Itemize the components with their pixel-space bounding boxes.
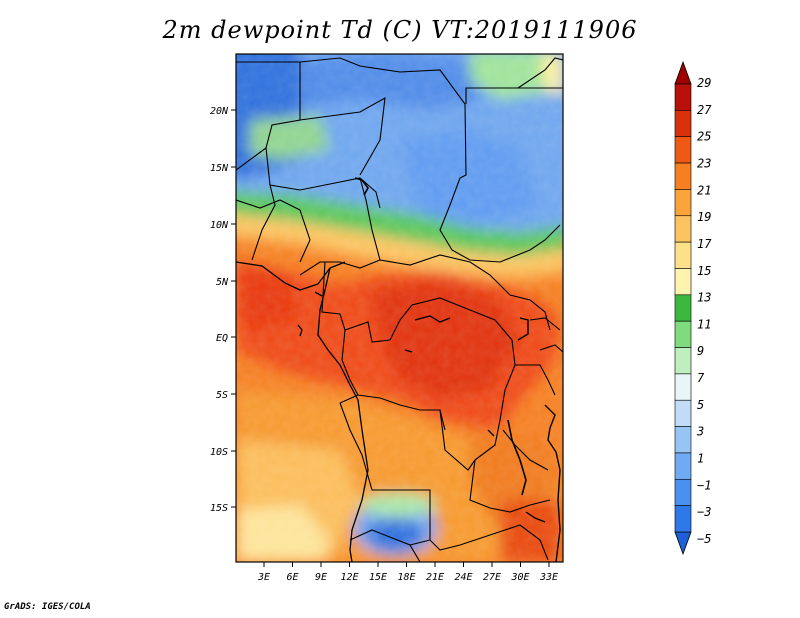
colorbar-label: 7 xyxy=(697,371,705,385)
colorbar-label: 29 xyxy=(697,76,711,90)
colorbar-box xyxy=(674,241,692,269)
lon-label: 33E xyxy=(539,572,558,583)
colorbar-box xyxy=(674,162,692,190)
lat-label: EQ xyxy=(216,333,228,344)
map-frame xyxy=(235,53,564,563)
lon-label: 24E xyxy=(454,572,472,583)
colorbar-label: 25 xyxy=(697,130,711,144)
lat-label: 5S xyxy=(216,390,228,401)
colorbar-box xyxy=(674,215,692,243)
colorbar-box xyxy=(674,373,692,401)
lon-label: 15E xyxy=(369,572,387,583)
colorbar-label: 15 xyxy=(697,264,711,278)
map-title: 2m dewpoint Td (C) VT:2019111906 xyxy=(162,16,638,44)
colorbar-box xyxy=(674,347,692,375)
lat-label: 15N xyxy=(210,163,229,174)
map-axes: 20N 15N 10N 5N EQ 5S 10S 15S 3E 6E 9E 12E 15E 18E 21E 2… xyxy=(210,106,558,583)
lon-label: 9E xyxy=(315,572,327,583)
colorbar-box xyxy=(674,320,692,348)
colorbar-label: 21 xyxy=(697,183,711,197)
colorbar-label: −3 xyxy=(697,505,711,519)
footer-credit: GrADS: IGES/COLA xyxy=(4,602,91,612)
lon-label: 27E xyxy=(483,572,501,583)
colorbar-label: 19 xyxy=(697,210,711,224)
lat-label: 10S xyxy=(210,447,228,458)
lon-label: 3E xyxy=(257,572,270,583)
colorbar-label: 23 xyxy=(697,156,711,170)
colorbar-box xyxy=(674,505,692,533)
lon-label: 18E xyxy=(397,572,415,583)
lon-label: 6E xyxy=(286,572,298,583)
colorbar-label: 27 xyxy=(697,103,712,117)
colorbar-bottom-arrow xyxy=(674,531,692,556)
colorbar-label: −1 xyxy=(697,478,711,492)
colorbar-box xyxy=(674,478,692,506)
colorbar-box xyxy=(674,426,692,454)
colorbar-box xyxy=(674,189,692,217)
lat-label: 10N xyxy=(210,220,229,231)
lat-label: 15S xyxy=(210,503,228,514)
colorbar-label: 3 xyxy=(696,425,704,439)
lat-label: 20N xyxy=(210,106,229,117)
colorbar-label: 11 xyxy=(697,317,711,331)
colorbar-box xyxy=(674,83,692,111)
colorbar: 29 27 25 23 21 19 17 15 13 11 9 7 5 3 1 −1 −3 −5 xyxy=(674,60,712,556)
colorbar-label: 1 xyxy=(697,452,704,466)
colorbar-label: 13 xyxy=(697,291,711,305)
colorbar-label: 17 xyxy=(697,237,712,251)
colorbar-top-arrow xyxy=(674,60,692,85)
colorbar-box xyxy=(674,110,692,138)
lon-label: 30E xyxy=(510,572,529,583)
colorbar-label: −5 xyxy=(697,532,711,546)
colorbar-box xyxy=(674,268,692,296)
colorbar-label: 5 xyxy=(697,398,704,412)
colorbar-box xyxy=(674,294,692,322)
colorbar-box xyxy=(674,452,692,480)
colorbar-box xyxy=(674,136,692,164)
dewpoint-field xyxy=(236,54,563,562)
lat-label: 5N xyxy=(216,277,229,288)
country-borders xyxy=(236,57,563,562)
colorbar-label: 9 xyxy=(697,344,704,358)
lon-label: 12E xyxy=(340,572,358,583)
coastlines xyxy=(236,177,561,562)
lon-label: 21E xyxy=(426,572,444,583)
colorbar-box xyxy=(674,399,692,427)
